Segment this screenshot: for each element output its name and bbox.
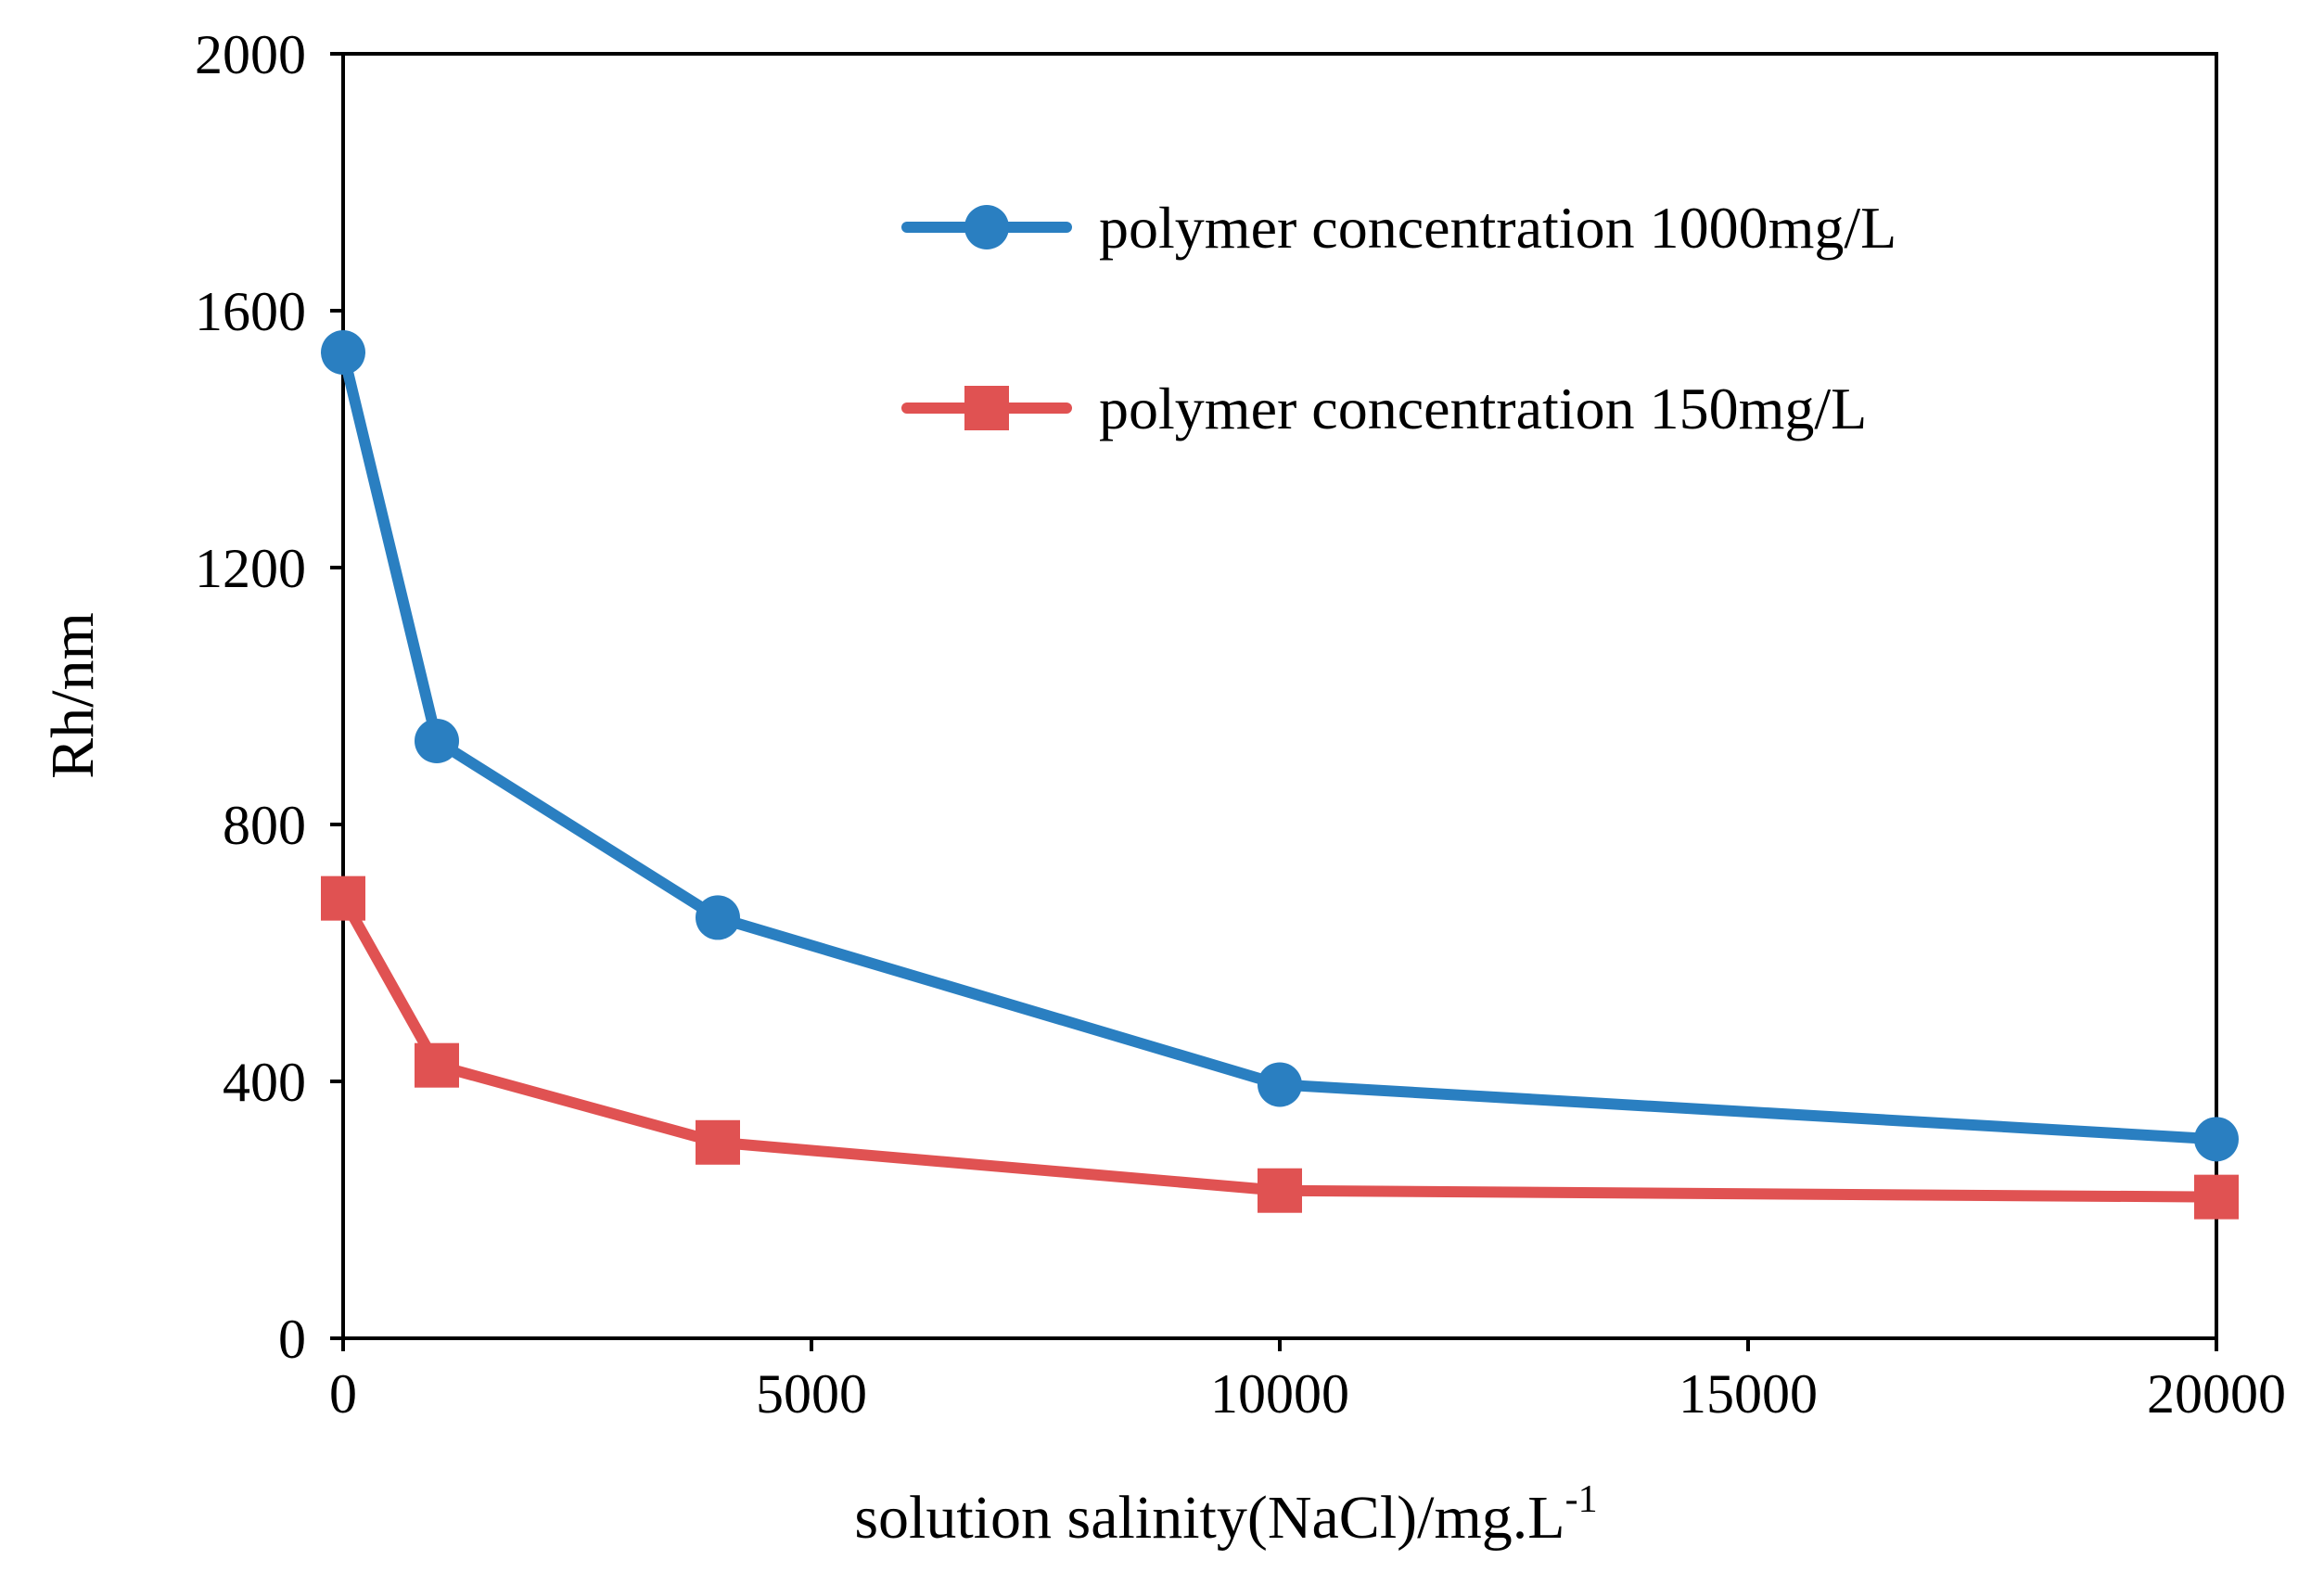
data-point-series-1 [696, 1119, 740, 1165]
y-tick-label: 1600 [195, 281, 306, 342]
y-tick-label: 1200 [195, 538, 306, 599]
y-tick-label: 800 [223, 795, 306, 856]
x-tick-label: 15000 [1679, 1363, 1818, 1425]
data-point-series-1 [2194, 1174, 2239, 1220]
x-tick-label: 20000 [2147, 1363, 2286, 1425]
y-axis-title: Rh/nm [39, 612, 107, 779]
x-tick-label: 5000 [756, 1363, 867, 1425]
legend-marker-1 [964, 386, 1009, 430]
x-axis-ticks: 0 5000 10000 15000 20000 [329, 1338, 2286, 1425]
legend: polymer concentration 1000mg/L polymer co… [901, 195, 1896, 441]
y-axis-ticks: 0 400 800 1200 1600 2000 [195, 24, 343, 1370]
data-point-series-0 [415, 718, 459, 763]
y-tick-label: 2000 [195, 24, 306, 85]
data-point-series-0 [2194, 1117, 2239, 1162]
legend-label-1: polymer concentration 150mg/L [1099, 376, 1867, 441]
series-line-1 [338, 892, 2222, 1203]
series-layer [321, 330, 2239, 1220]
data-point-series-0 [696, 895, 740, 940]
data-point-series-1 [1258, 1168, 1302, 1213]
legend-label-0: polymer concentration 1000mg/L [1099, 195, 1896, 261]
data-point-series-1 [415, 1042, 459, 1088]
x-axis-title-superscript: -1 [1565, 1478, 1598, 1521]
series-line-0 [338, 347, 2222, 1145]
data-point-series-0 [321, 330, 365, 376]
data-point-series-1 [321, 875, 365, 921]
x-tick-label: 10000 [1210, 1363, 1349, 1425]
data-point-series-0 [1258, 1062, 1302, 1107]
x-axis-title: solution salinity(NaCl)/mg.L-1 [854, 1478, 1597, 1552]
x-tick-label: 0 [329, 1363, 357, 1425]
y-tick-label: 400 [223, 1052, 306, 1113]
legend-marker-0 [964, 205, 1009, 249]
y-tick-label: 0 [278, 1309, 306, 1370]
x-axis-title-main: solution salinity(NaCl)/mg.L [854, 1484, 1564, 1552]
